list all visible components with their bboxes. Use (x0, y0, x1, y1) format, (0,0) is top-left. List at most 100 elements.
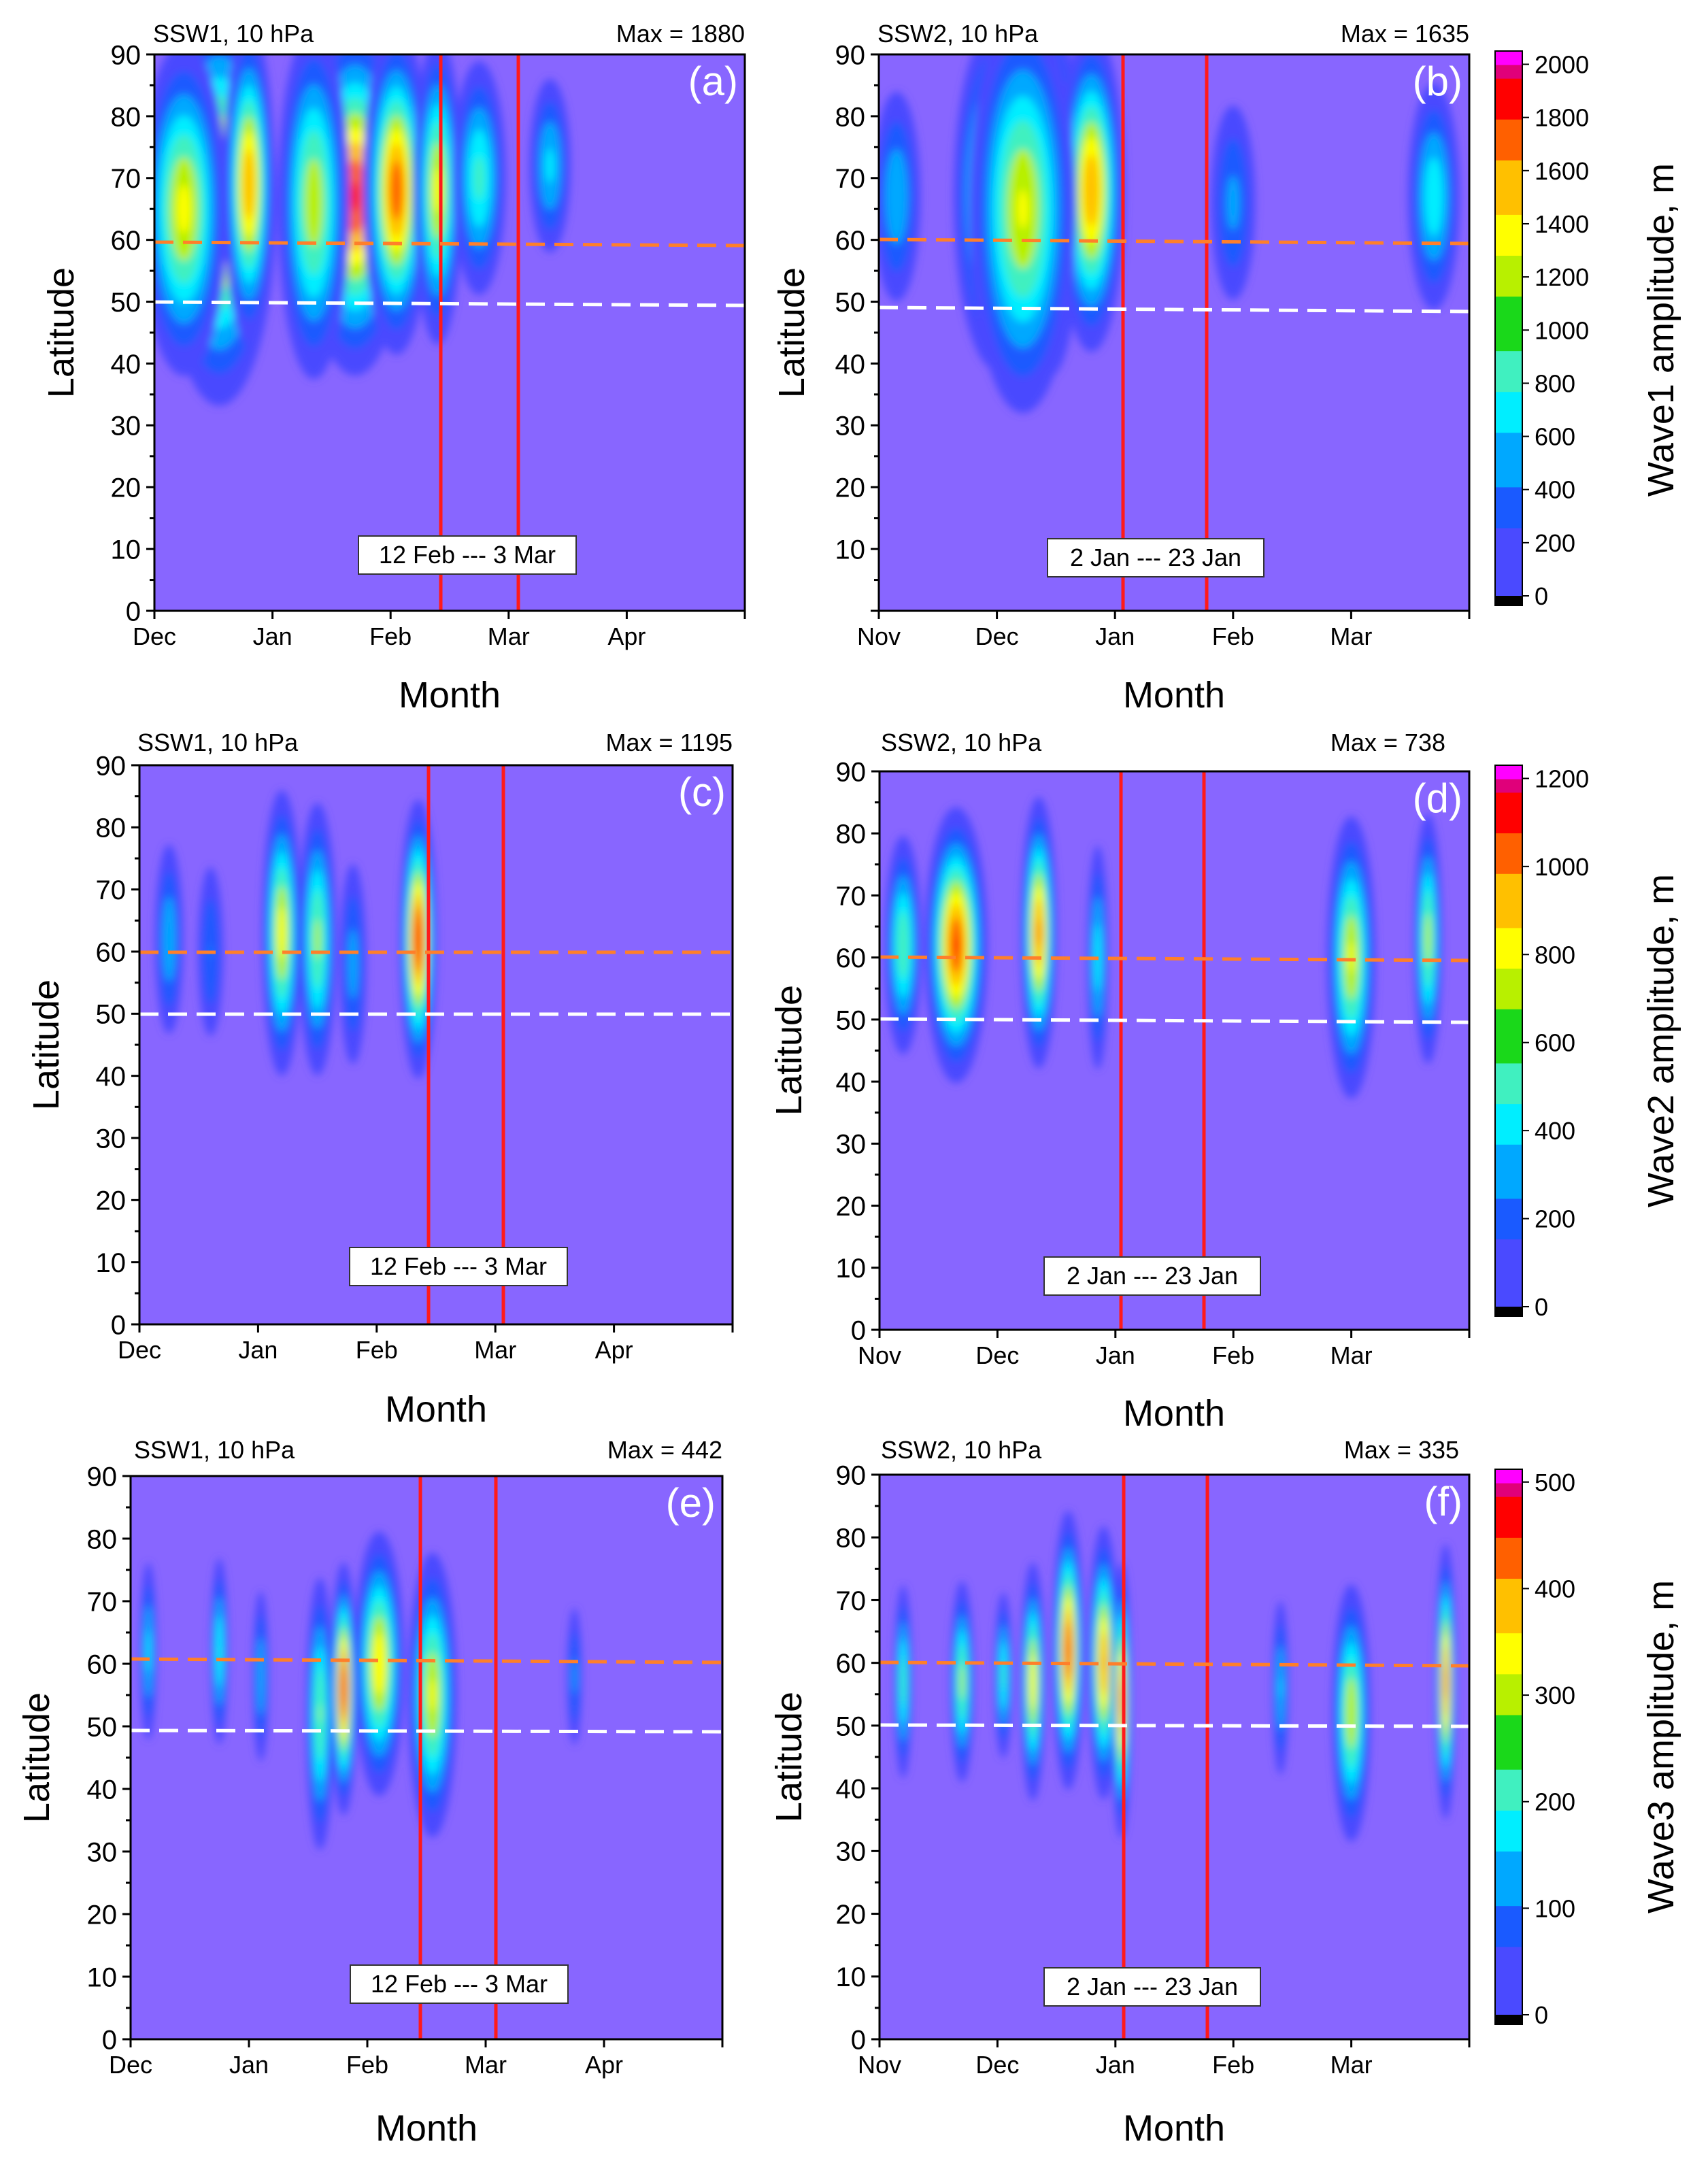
panel-header-right: Max = 442 (607, 1436, 722, 1464)
y-tick-label: 80 (87, 1524, 118, 1554)
colorbar-body: 0 200 400 600 800 1000 1200 1400 1600 1800 2000 (1494, 50, 1589, 610)
colorbar-swatch (1495, 1824, 1522, 1838)
colorbar-swatch (1495, 187, 1522, 201)
colorbar-swatch (1495, 432, 1522, 447)
heatmap-layer (894, 1510, 1456, 1842)
x-tick-label: Nov (857, 622, 901, 650)
y-tick-label: 40 (835, 350, 866, 380)
heatmap-blob-0-level-9 (954, 937, 958, 954)
panel-label: (a) (688, 58, 738, 104)
panel-header-right: Max = 335 (1344, 1436, 1459, 1464)
heatmap-blob-3-level-2 (163, 896, 175, 982)
period-box (349, 1247, 568, 1286)
period-box (1043, 1967, 1261, 2007)
y-tick-label: 20 (96, 1186, 127, 1216)
axis-ticks: 0 10 20 30 40 50 60 70 80 90 Dec Jan Feb Mar Apr (87, 1462, 724, 2079)
colorbar-swatch (1495, 568, 1522, 583)
panel-header-left: SSW1, 10 hPa (137, 728, 299, 756)
colorbar-frame (1494, 1469, 1523, 2025)
y-tick-label: 80 (96, 814, 127, 843)
ref-line-60 (879, 1660, 1470, 1668)
y-tick-label: 20 (87, 1900, 118, 1930)
colorbar-swatch (1495, 282, 1522, 297)
y-tick-label: 10 (96, 1248, 127, 1278)
y-axis-label: Latitude (769, 985, 809, 1116)
colorbar-swatch (1495, 778, 1522, 793)
colorbar-swatch (1495, 1117, 1522, 1131)
period-label: 2 Jan --- 23 Jan (1067, 1262, 1238, 1290)
colorbar-swatch (1495, 1632, 1522, 1647)
colorbar-tick-label: 200 (1535, 1205, 1575, 1233)
heatmap-blob-6-level-2 (256, 1637, 265, 1715)
y-axis-label: Latitude (771, 267, 812, 398)
y-tick-label: 10 (836, 1254, 867, 1284)
x-tick-label: Feb (369, 622, 412, 650)
colorbar-swatch (1495, 459, 1522, 474)
panel-f: SSW2, 10 hPa Max = 335 2 Jan --- 23 Jan … (769, 1436, 1471, 2149)
y-tick-label: 90 (96, 751, 127, 781)
x-tick-label: Dec (133, 622, 176, 650)
y-tick-label: 80 (835, 102, 866, 132)
y-tick-label: 90 (836, 757, 867, 787)
colorbar-swatch (1495, 927, 1522, 942)
y-tick-label: 70 (836, 882, 867, 911)
colorbar-body: 0 200 400 600 800 1000 1200 (1494, 765, 1589, 1321)
colorbar-swatch (1495, 1701, 1522, 1715)
heatmap-blob-3-level-5 (318, 1704, 321, 1724)
colorbar-swatch (1495, 1973, 1522, 1988)
y-axis-label: Latitude (769, 1692, 809, 1822)
y-tick-label: 60 (836, 1649, 867, 1679)
panel-label: (b) (1413, 58, 1462, 104)
colorbar-swatch (1495, 1810, 1522, 1824)
colorbar-swatch (1495, 1987, 1522, 2002)
panel-header-right: Max = 1195 (606, 728, 733, 756)
x-tick-label: Feb (346, 2051, 388, 2079)
x-axis-label: Month (375, 2108, 478, 2149)
x-tick-label: Jan (238, 1336, 278, 1364)
heatmap-blob-4-level-6 (1348, 941, 1354, 973)
colorbar-label: Wave3 amplitude, m (1641, 1580, 1681, 1913)
colorbar-swatch (1495, 1076, 1522, 1091)
heatmap-blob-1-level-6 (373, 1632, 386, 1695)
colorbar-swatch (1495, 119, 1522, 133)
heatmap-blob-2-level-8 (1120, 1682, 1123, 1719)
panel-header-right: Max = 738 (1330, 728, 1445, 756)
panel-e: SSW1, 10 hPa Max = 442 12 Feb --- 3 Mar … (16, 1436, 724, 2149)
colorbar-swatch (1495, 1619, 1522, 1634)
ref-line-50 (879, 1017, 1470, 1024)
colorbar-swatch (1495, 201, 1522, 215)
heatmap-blob-0-level-6 (278, 906, 286, 960)
colorbar-swatch (1495, 1796, 1522, 1811)
heatmap-blob-2-level-6 (429, 1679, 435, 1711)
colorbar-swatch (1495, 1687, 1522, 1702)
x-axis-label: Month (1123, 675, 1225, 716)
y-tick-label: 0 (126, 597, 141, 626)
heatmap-blob-5-level-2 (1226, 175, 1239, 230)
ref-line-50 (130, 1728, 723, 1734)
plot-area (139, 765, 733, 1324)
colorbar-tick-label: 0 (1535, 1293, 1548, 1321)
period-box (1043, 1256, 1261, 1296)
colorbar-swatch (1495, 1062, 1522, 1077)
panel-label: (c) (678, 769, 726, 815)
colorbar-tick-label: 1000 (1535, 853, 1589, 881)
x-axis-label: Month (1123, 2108, 1225, 2149)
colorbar-swatch (1495, 146, 1522, 161)
panel-header-right: Max = 1635 (1341, 20, 1469, 48)
x-tick-label: Nov (858, 1341, 901, 1369)
y-tick-label: 50 (111, 288, 141, 318)
heatmap-blob-6-level-4 (1001, 1660, 1005, 1691)
x-tick-label: Apr (585, 2051, 623, 2079)
heatmap-blob-5-level-5 (1425, 913, 1431, 965)
colorbar-swatch (1495, 446, 1522, 460)
panel-header-left: SSW1, 10 hPa (134, 1436, 295, 1464)
period-label: 2 Jan --- 23 Jan (1067, 1973, 1238, 2000)
colorbar-swatch (1495, 391, 1522, 406)
y-tick-label: 80 (836, 820, 867, 850)
ref-line-60 (130, 1657, 723, 1664)
y-tick-label: 20 (835, 473, 866, 503)
heatmap-blob-7-level-2 (572, 1658, 577, 1694)
y-tick-label: 10 (111, 535, 141, 565)
period-label: 2 Jan --- 23 Jan (1070, 543, 1241, 571)
